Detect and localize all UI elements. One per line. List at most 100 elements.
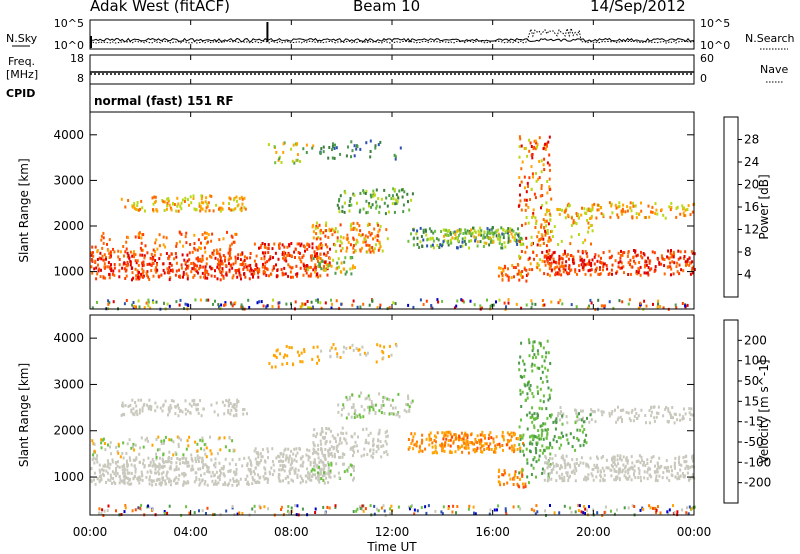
- range-cell: [149, 460, 152, 464]
- range-cell: [577, 249, 580, 253]
- range-cell: [671, 474, 674, 478]
- range-cell: [103, 253, 106, 257]
- range-cell: [533, 509, 536, 513]
- range-cell: [643, 299, 646, 303]
- range-cell: [535, 171, 537, 175]
- range-cell: [583, 428, 586, 431]
- range-cell: [565, 260, 568, 264]
- range-cell: [142, 233, 145, 237]
- range-cell: [465, 443, 468, 447]
- range-cell: [644, 216, 647, 219]
- range-cell: [194, 248, 197, 252]
- range-cell: [137, 263, 140, 267]
- range-cell: [187, 461, 190, 465]
- range-cell: [272, 298, 275, 302]
- range-cell: [478, 438, 480, 442]
- range-cell: [126, 468, 129, 472]
- range-cell: [611, 211, 614, 215]
- range-cell: [643, 265, 646, 269]
- range-cell: [190, 270, 193, 274]
- range-cell: [221, 207, 224, 211]
- range-cell: [121, 401, 124, 405]
- range-cell: [525, 279, 528, 283]
- range-cell: [311, 146, 314, 150]
- range-cell: [629, 263, 631, 267]
- range-cell: [549, 443, 552, 447]
- range-cell: [96, 250, 99, 254]
- range-cell: [112, 269, 115, 273]
- range-cell: [157, 470, 160, 474]
- range-cell: [670, 273, 672, 277]
- range-cell: [596, 466, 598, 470]
- range-cell: [620, 249, 622, 253]
- range-cell: [494, 444, 497, 448]
- range-cell: [301, 462, 304, 466]
- range-cell: [631, 461, 634, 465]
- range-cell: [650, 456, 653, 460]
- range-cell: [203, 275, 205, 279]
- range-cell: [103, 463, 106, 467]
- range-cell: [594, 270, 597, 274]
- range-cell: [559, 406, 562, 409]
- range-cell: [542, 346, 545, 350]
- range-cell: [548, 163, 551, 167]
- range-cell: [634, 261, 637, 265]
- range-cell: [516, 448, 519, 451]
- range-cell: [631, 409, 634, 412]
- range-cell: [152, 301, 155, 304]
- range-cell: [568, 257, 570, 261]
- range-cell: [245, 265, 248, 269]
- range-cell: [231, 439, 234, 443]
- range-cell: [347, 145, 349, 149]
- range-cell: [425, 233, 428, 237]
- range-cell: [545, 254, 548, 258]
- range-cell: [233, 198, 235, 202]
- range-cell: [140, 272, 143, 276]
- range-cell: [471, 441, 474, 445]
- range-cell: [310, 256, 313, 260]
- range-cell: [400, 188, 403, 192]
- range-cell: [330, 264, 333, 268]
- range-cell: [305, 480, 308, 484]
- range-cell: [108, 272, 111, 276]
- range-cell: [266, 260, 269, 264]
- range-cell: [558, 474, 561, 478]
- range-cell: [184, 302, 187, 306]
- range-cell: [241, 464, 244, 468]
- range-cell: [120, 413, 123, 417]
- range-cell: [193, 480, 196, 484]
- range-cell: [231, 483, 234, 487]
- range-cell: [473, 235, 476, 239]
- range-cell: [668, 479, 671, 482]
- range-cell: [269, 255, 272, 259]
- range-cell: [316, 345, 319, 349]
- range-cell: [223, 303, 226, 307]
- range-cell: [324, 511, 327, 515]
- range-cell: [257, 473, 260, 477]
- range-cell: [479, 240, 482, 244]
- range-cell: [538, 406, 541, 410]
- range-cell: [602, 304, 605, 308]
- range-cell: [640, 479, 642, 483]
- range-cell: [126, 260, 129, 264]
- range-cell: [526, 475, 529, 479]
- range-cell: [363, 447, 366, 451]
- range-cell: [148, 398, 151, 402]
- range-cell: [136, 259, 139, 263]
- range-cell: [149, 463, 152, 467]
- range-cell: [642, 507, 645, 511]
- range-cell: [330, 463, 333, 467]
- range-cell: [490, 303, 493, 307]
- range-cell: [667, 407, 670, 411]
- range-cell: [317, 300, 319, 304]
- range-cell: [151, 457, 154, 461]
- range-cell: [368, 223, 371, 226]
- range-cell: [392, 187, 395, 191]
- range-cell: [319, 237, 322, 241]
- range-cell: [572, 469, 575, 473]
- range-cell: [534, 435, 537, 439]
- range-cell: [627, 506, 630, 510]
- range-cell: [331, 302, 333, 306]
- range-cell: [568, 264, 571, 268]
- range-cell: [263, 477, 266, 481]
